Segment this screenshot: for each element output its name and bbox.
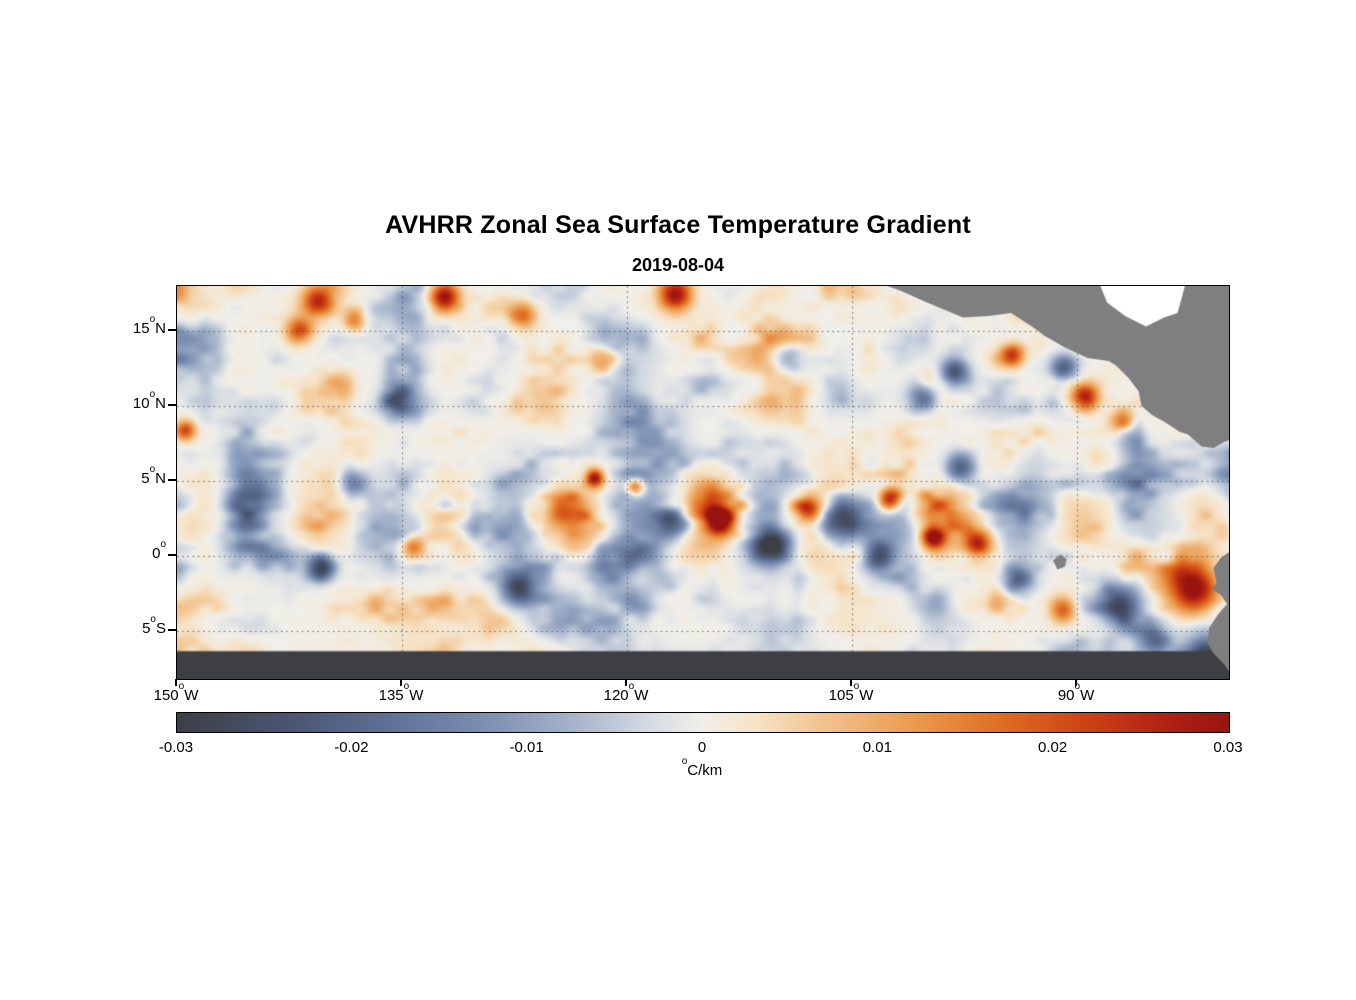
- colorbar-tick-label: -0.03: [134, 739, 218, 756]
- y-tick-label: 10oN: [104, 390, 166, 413]
- y-tick-label: 5oN: [104, 465, 166, 488]
- colorbar-tick-value: -0.02: [334, 739, 369, 756]
- y-tick-label: 5oS: [104, 615, 166, 638]
- x-tick-mark: [1075, 679, 1077, 686]
- x-tick-mark: [850, 679, 852, 686]
- colorbar-tick-value: -0.01: [509, 739, 544, 756]
- x-tick-mark: [625, 679, 627, 686]
- colorbar-tick-value: -0.03: [158, 739, 194, 756]
- degree-symbol: o: [149, 464, 156, 475]
- x-tick-label: 90oW: [1034, 682, 1118, 705]
- x-tick-label: 150oW: [134, 682, 218, 705]
- plot-area: [176, 285, 1230, 680]
- y-tick-mark: [168, 329, 176, 331]
- colorbar-tick-label: 0.03: [1186, 739, 1270, 756]
- degree-symbol: o: [160, 539, 166, 550]
- degree-symbol: o: [403, 681, 410, 692]
- hemisphere-letter: N: [155, 470, 166, 487]
- degree-symbol: o: [149, 389, 156, 400]
- colorbar: [176, 712, 1230, 733]
- colorbar-tick-value: 0: [697, 739, 707, 756]
- hemisphere-letter: N: [155, 320, 166, 337]
- y-tick-label: 15oN: [104, 315, 166, 338]
- y-tick-number: 5: [141, 470, 150, 487]
- chart-title: AVHRR Zonal Sea Surface Temperature Grad…: [385, 211, 971, 239]
- x-tick-label: 120oW: [584, 682, 668, 705]
- hemisphere-letter: N: [155, 395, 166, 412]
- hemisphere-letter: W: [634, 687, 649, 704]
- x-tick-number: 120: [603, 687, 629, 704]
- colorbar-tick-label: 0: [660, 739, 744, 756]
- y-tick-number: 5: [142, 620, 151, 637]
- degree-symbol: o: [149, 314, 156, 325]
- x-tick-mark: [175, 679, 177, 686]
- hemisphere-letter: W: [859, 687, 874, 704]
- y-tick-number: 10: [132, 395, 150, 412]
- colorbar-unit-text: C/km: [687, 762, 723, 779]
- x-tick-number: 135: [378, 687, 404, 704]
- x-tick-number: 90: [1057, 687, 1075, 704]
- colorbar-gradient: [177, 713, 1229, 732]
- colorbar-tick-label: 0.01: [835, 739, 919, 756]
- x-tick-label: 135oW: [359, 682, 443, 705]
- x-tick-label: 105oW: [809, 682, 893, 705]
- colorbar-unit-label: oC/km: [176, 757, 1228, 780]
- y-tick-label: 0o: [104, 540, 166, 563]
- degree-symbol: o: [1074, 681, 1081, 692]
- y-tick-mark: [168, 479, 176, 481]
- hemisphere-letter: S: [155, 620, 166, 637]
- x-tick-number: 105: [828, 687, 854, 704]
- y-tick-number: 15: [132, 320, 150, 337]
- colorbar-tick-label: -0.01: [485, 739, 569, 756]
- chart-date-subtitle: 2019-08-04: [631, 255, 725, 275]
- degree-symbol: o: [681, 756, 688, 767]
- colorbar-tick-label: 0.02: [1011, 739, 1095, 756]
- colorbar-tick-value: 0.02: [1038, 739, 1068, 756]
- x-tick-number: 150: [153, 687, 179, 704]
- colorbar-tick-value: 0.03: [1213, 739, 1243, 756]
- hemisphere-letter: W: [1080, 687, 1095, 704]
- heatmap-canvas: [177, 286, 1229, 679]
- hemisphere-letter: W: [184, 687, 199, 704]
- y-tick-number: 0: [152, 545, 161, 562]
- colorbar-tick-label: -0.02: [309, 739, 393, 756]
- colorbar-tick-value: 0.01: [862, 739, 892, 756]
- degree-symbol: o: [628, 681, 635, 692]
- degree-symbol: o: [178, 681, 185, 692]
- hemisphere-letter: W: [409, 687, 424, 704]
- y-tick-mark: [168, 404, 176, 406]
- x-tick-mark: [400, 679, 402, 686]
- y-tick-mark: [168, 629, 176, 631]
- degree-symbol: o: [853, 681, 860, 692]
- y-tick-mark: [168, 554, 176, 556]
- degree-symbol: o: [150, 614, 156, 625]
